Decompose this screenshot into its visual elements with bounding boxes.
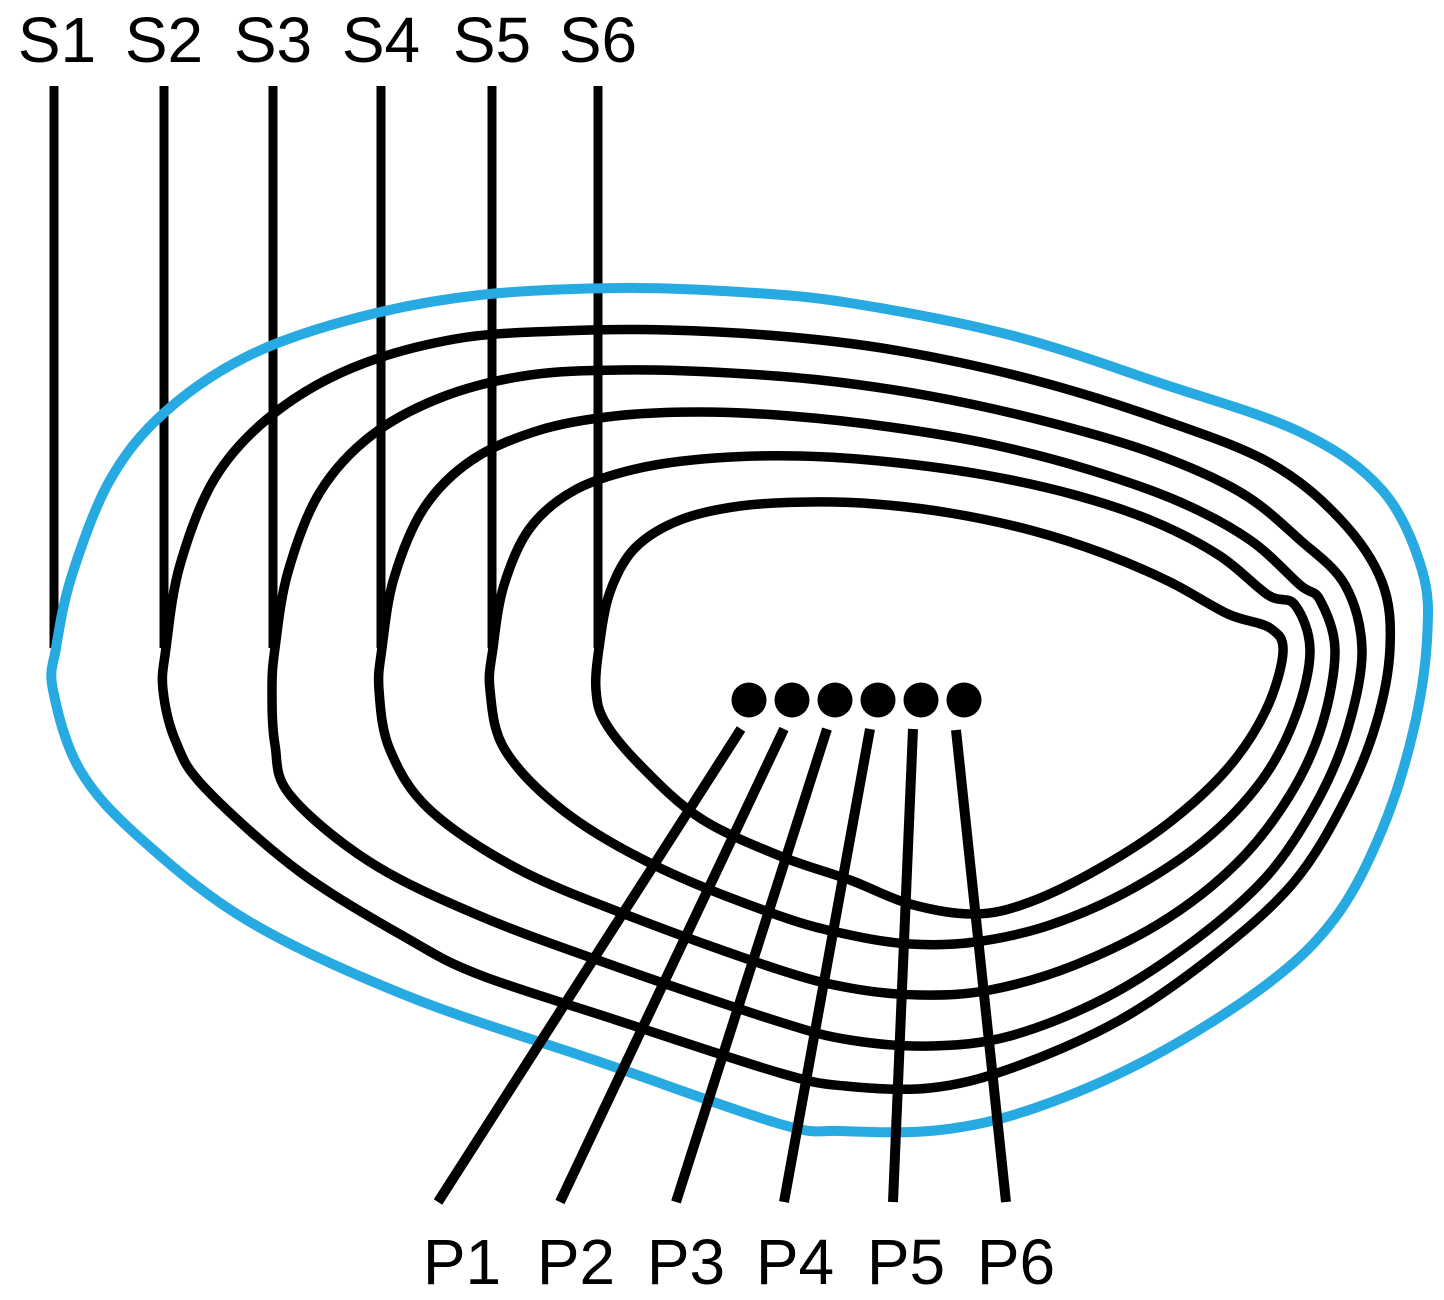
point-ray-p5: [888, 728, 918, 1203]
surface-labels: S1 S2 S3 S4 S5 S6: [18, 4, 637, 76]
point-dot-4: [860, 682, 896, 718]
outer-curve-blue: [46, 282, 1434, 1138]
point-rays: [433, 726, 1011, 1205]
surface-label-s4: S4: [342, 4, 420, 76]
inner-curve-2: [157, 324, 1396, 1095]
point-label-p5: P5: [867, 1226, 945, 1298]
surface-label-s1: S1: [18, 4, 96, 76]
point-label-p1: P1: [423, 1226, 501, 1298]
point-label-p6: P6: [977, 1226, 1055, 1298]
point-dots: [731, 682, 982, 718]
point-dot-2: [774, 682, 810, 718]
point-dot-6: [946, 682, 982, 718]
surface-label-s5: S5: [453, 4, 531, 76]
point-ray-p4: [779, 728, 875, 1203]
nested-curves: [46, 282, 1434, 1138]
inner-curve-6: [590, 497, 1288, 919]
inner-curve-3: [267, 365, 1367, 1051]
point-dot-5: [903, 682, 939, 718]
surface-label-s6: S6: [559, 4, 637, 76]
point-dot-3: [817, 682, 853, 718]
surface-label-s3: S3: [234, 4, 312, 76]
point-ray-p1: [433, 726, 746, 1205]
point-label-p4: P4: [756, 1226, 834, 1298]
point-ray-p3: [671, 727, 832, 1204]
point-labels: P1 P2 P3 P4 P5 P6: [423, 1226, 1055, 1298]
point-ray-p6: [951, 729, 1011, 1203]
surface-label-s2: S2: [125, 4, 203, 76]
point-ray-p2: [555, 726, 789, 1205]
inner-curve-4: [373, 407, 1340, 1000]
point-label-p2: P2: [537, 1226, 615, 1298]
point-label-p3: P3: [647, 1226, 725, 1298]
point-dot-1: [731, 682, 767, 718]
inner-curve-5: [484, 450, 1315, 950]
